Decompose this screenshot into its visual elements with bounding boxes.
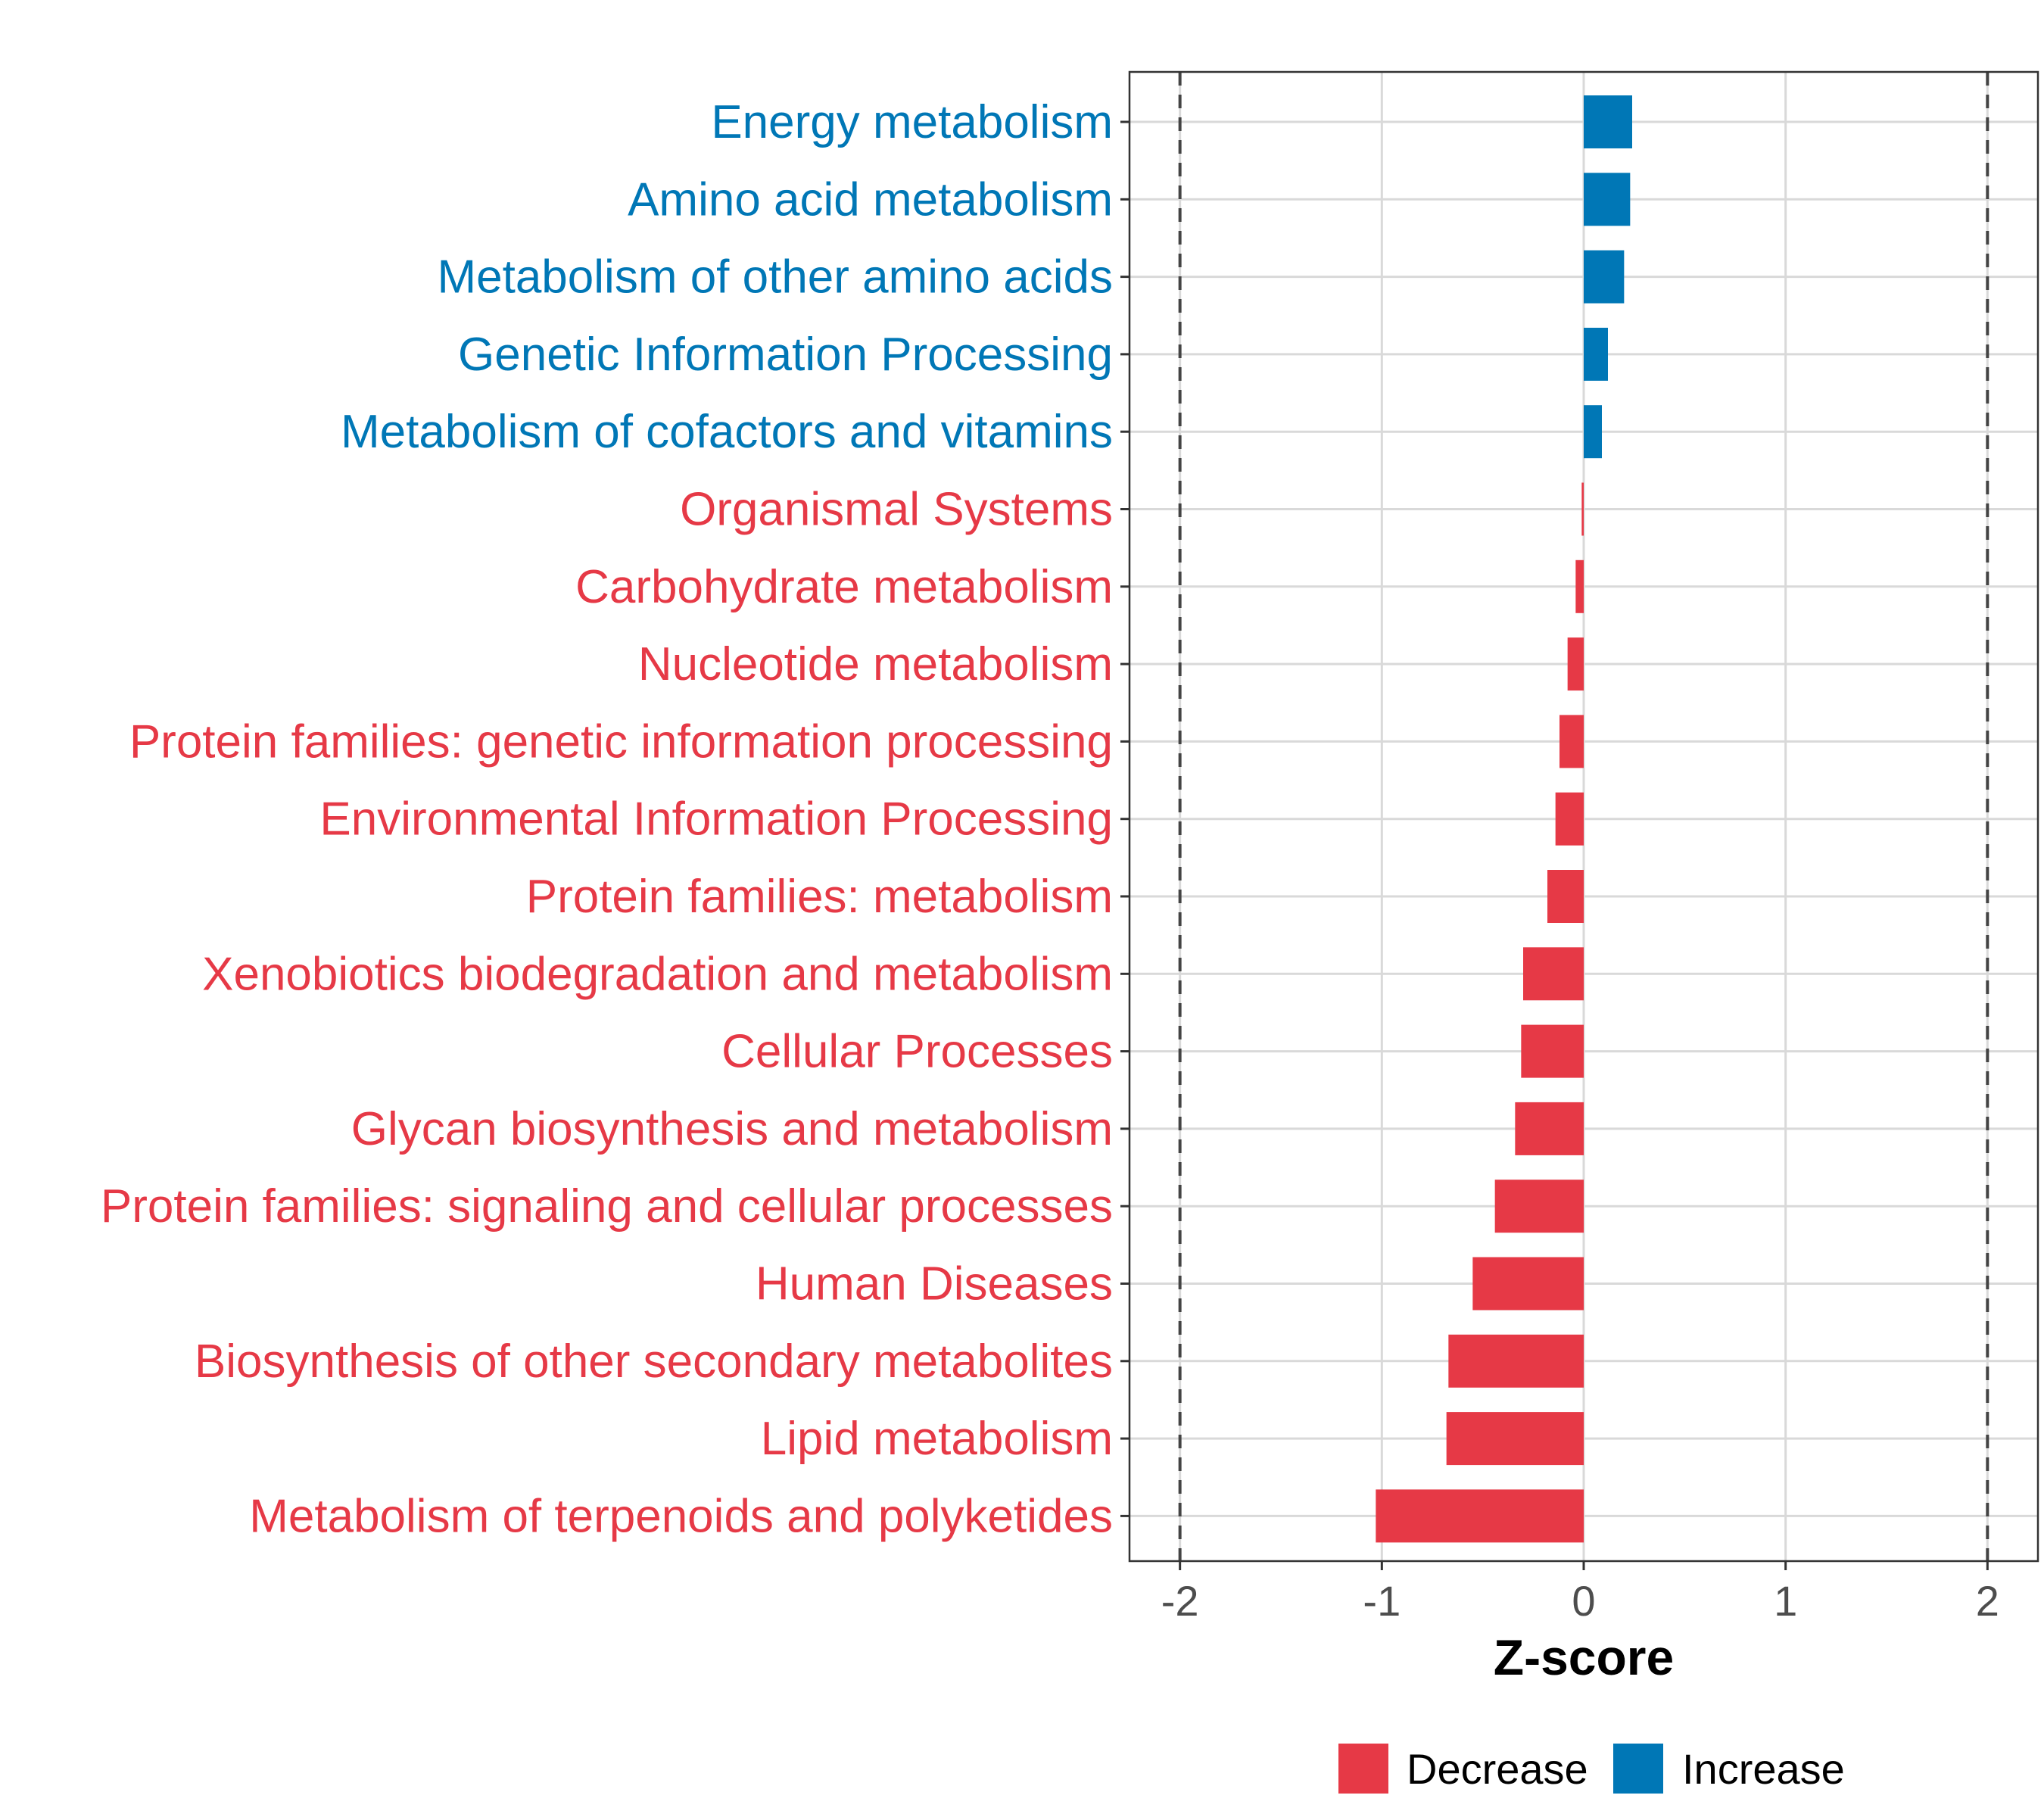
bar-9 (1555, 792, 1584, 846)
x-tick-label-3: 1 (1774, 1577, 1797, 1625)
category-label-10: Protein families: metabolism (526, 871, 1113, 923)
bar-12 (1521, 1024, 1584, 1078)
category-label-16: Biosynthesis of other secondary metaboli… (195, 1335, 1113, 1388)
bar-6 (1575, 559, 1584, 613)
bar-10 (1547, 870, 1584, 923)
category-label-9: Environmental Information Processing (319, 793, 1113, 846)
legend-label-decrease: Decrease (1407, 1745, 1588, 1793)
category-label-14: Protein families: signaling and cellular… (101, 1180, 1113, 1233)
bar-5 (1581, 482, 1584, 536)
bar-17 (1446, 1412, 1584, 1466)
category-label-11: Xenobiotics biodegradation and metabolis… (202, 948, 1113, 1000)
legend: Decrease Increase (1338, 1744, 1845, 1794)
x-tick-label-2: 0 (1572, 1577, 1595, 1625)
bar-3 (1584, 327, 1608, 381)
x-tick-label-4: 2 (1976, 1577, 1999, 1625)
bar-15 (1472, 1257, 1584, 1311)
category-label-0: Energy metabolism (711, 96, 1113, 148)
x-tick-label-1: -1 (1363, 1577, 1401, 1625)
category-label-8: Protein families: genetic information pr… (129, 715, 1113, 768)
legend-swatch-increase (1613, 1744, 1663, 1794)
category-label-6: Carbohydrate metabolism (575, 561, 1113, 613)
bar-13 (1515, 1102, 1584, 1155)
bar-layer (1376, 95, 1632, 1543)
category-label-7: Nucleotide metabolism (638, 638, 1113, 690)
bar-2 (1584, 250, 1625, 304)
bar-18 (1376, 1489, 1584, 1543)
category-label-3: Genetic Information Processing (458, 329, 1113, 381)
category-label-13: Glycan biosynthesis and metabolism (351, 1103, 1113, 1155)
legend-label-increase: Increase (1682, 1745, 1845, 1793)
category-label-18: Metabolism of terpenoids and polyketides (249, 1490, 1113, 1542)
bar-0 (1584, 95, 1632, 148)
category-label-15: Human Diseases (756, 1258, 1113, 1311)
x-tick-label-0: -2 (1161, 1577, 1199, 1625)
category-label-17: Lipid metabolism (761, 1413, 1113, 1465)
category-label-12: Cellular Processes (721, 1026, 1113, 1078)
bar-11 (1523, 947, 1584, 1001)
category-label-1: Amino acid metabolism (628, 173, 1113, 226)
category-label-4: Metabolism of cofactors and vitamins (341, 406, 1113, 458)
bar-4 (1584, 405, 1602, 459)
legend-swatch-decrease (1338, 1744, 1388, 1794)
x-axis-title: Z-score (1494, 1629, 1674, 1685)
category-label-5: Organismal Systems (680, 484, 1113, 536)
bar-1 (1584, 173, 1631, 226)
x-axis-ticks: -2 -1 0 1 2 (1161, 1561, 1999, 1625)
bar-14 (1494, 1180, 1584, 1233)
bar-16 (1448, 1334, 1584, 1388)
category-label-2: Metabolism of other amino acids (437, 251, 1113, 304)
bar-7 (1567, 637, 1584, 691)
bar-8 (1559, 715, 1584, 768)
category-labels: Energy metabolism Amino acid metabolism Me… (101, 96, 1129, 1542)
